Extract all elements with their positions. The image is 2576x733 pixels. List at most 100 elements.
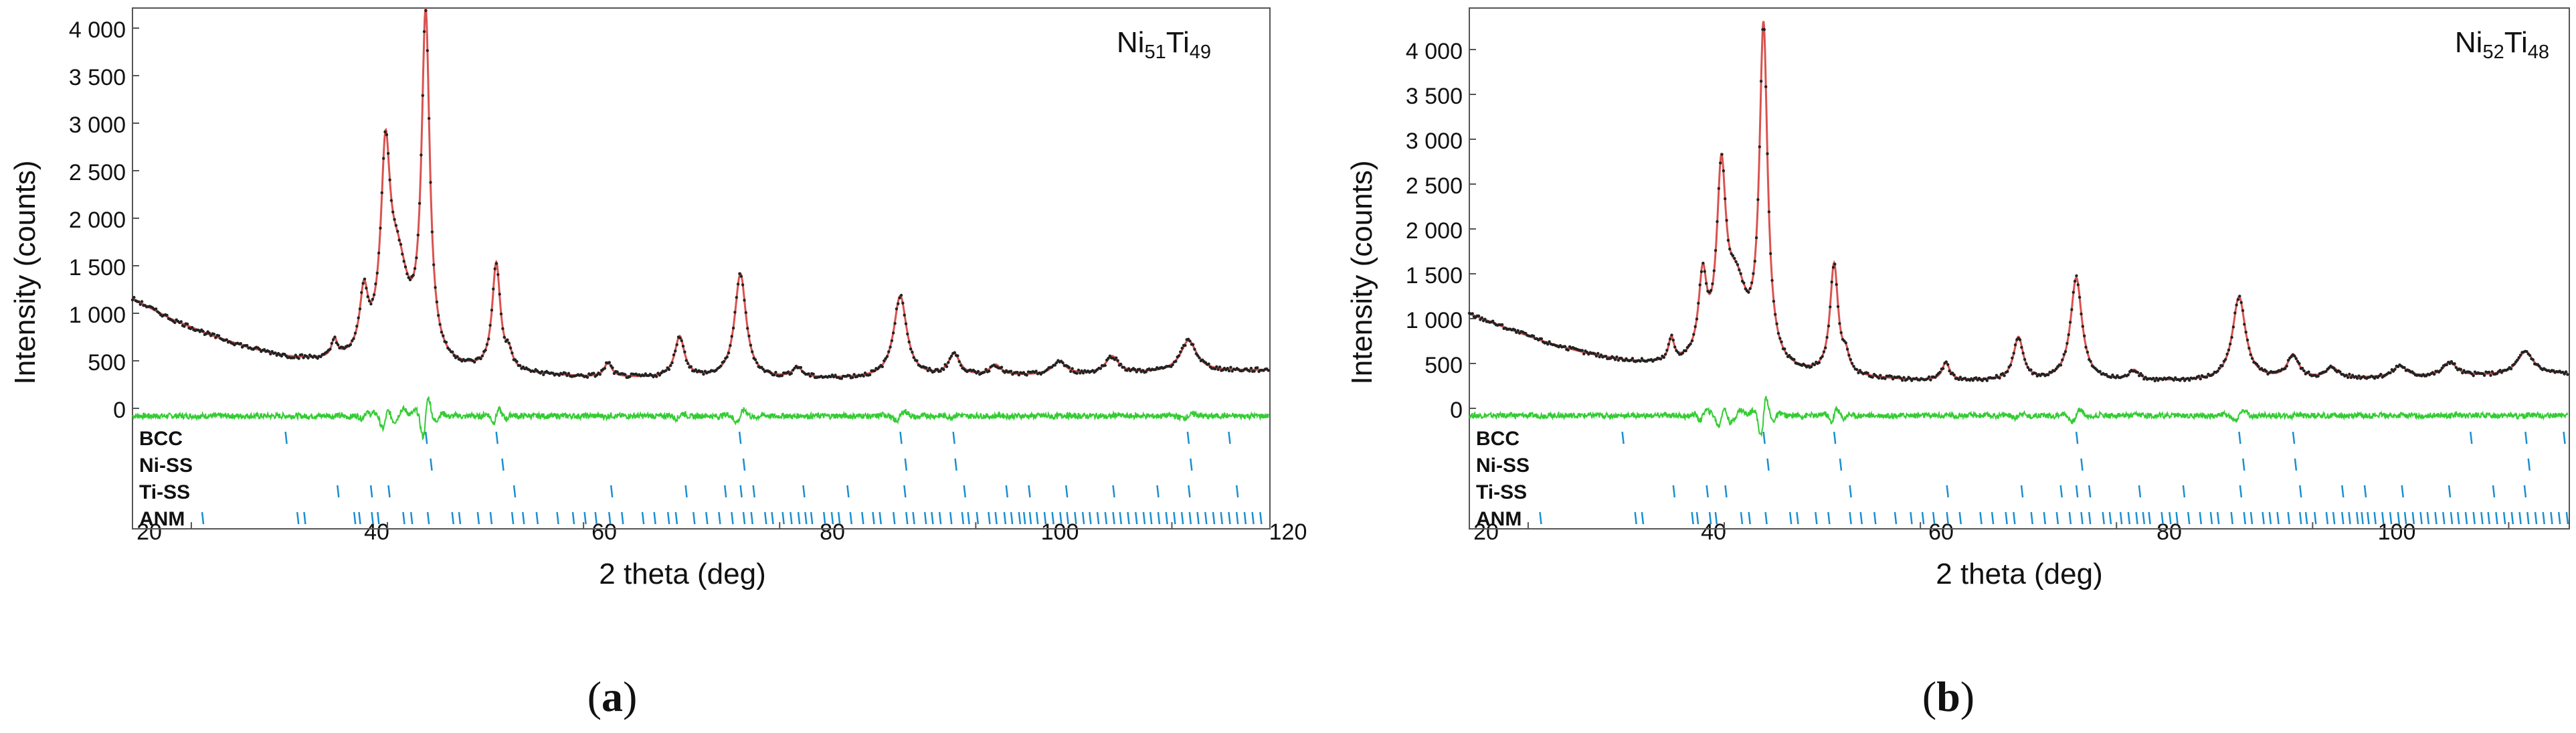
observed-point bbox=[2448, 361, 2452, 365]
observed-point bbox=[391, 210, 395, 214]
observed-point bbox=[1154, 368, 1158, 372]
observed-point bbox=[907, 340, 911, 343]
bragg-markers-ni-ss bbox=[1766, 458, 2531, 471]
observed-point bbox=[1513, 328, 1517, 331]
observed-point bbox=[1516, 329, 1520, 332]
observed-point bbox=[628, 375, 632, 378]
observed-point bbox=[542, 373, 545, 376]
observed-point bbox=[799, 365, 803, 370]
bragg-marker bbox=[739, 485, 743, 498]
observed-point bbox=[928, 366, 931, 370]
bragg-marker bbox=[1894, 511, 1898, 525]
observed-point bbox=[681, 344, 685, 348]
observed-point bbox=[353, 331, 357, 335]
observed-point bbox=[1754, 236, 1758, 240]
observed-point bbox=[367, 299, 371, 303]
bragg-marker bbox=[810, 511, 814, 525]
observed-point bbox=[2181, 376, 2185, 380]
observed-point bbox=[1690, 339, 1694, 343]
bragg-marker bbox=[931, 511, 934, 525]
bragg-marker bbox=[790, 511, 793, 525]
bragg-marker bbox=[2043, 511, 2047, 525]
bragg-marker bbox=[2108, 511, 2112, 525]
observed-point bbox=[1218, 365, 1222, 369]
observed-point bbox=[1883, 377, 1887, 380]
bragg-marker bbox=[2138, 485, 2142, 498]
observed-point bbox=[2461, 371, 2464, 375]
observed-point bbox=[1563, 345, 1567, 348]
observed-point bbox=[2316, 374, 2320, 378]
observed-point bbox=[780, 374, 784, 378]
observed-point bbox=[1728, 247, 1732, 251]
observed-point bbox=[735, 296, 739, 299]
observed-point bbox=[2472, 374, 2475, 378]
observed-point bbox=[892, 331, 895, 335]
observed-point bbox=[741, 283, 745, 287]
observed-point bbox=[2338, 370, 2342, 374]
observed-point bbox=[603, 367, 606, 370]
observed-point bbox=[1071, 367, 1074, 370]
y-tick-label-a: 2 000 bbox=[69, 208, 126, 233]
observed-point bbox=[1717, 187, 1720, 190]
bragg-marker bbox=[2411, 511, 2415, 525]
observed-point bbox=[302, 356, 305, 359]
observed-point bbox=[1958, 376, 1962, 379]
observed-point bbox=[2235, 303, 2238, 307]
x-axis-title-b: 2 theta (deg) bbox=[1936, 558, 2103, 590]
bragg-marker bbox=[641, 511, 645, 525]
bragg-marker bbox=[1204, 511, 1208, 525]
observed-point bbox=[984, 368, 988, 371]
bragg-marker bbox=[296, 511, 300, 525]
observed-point bbox=[1566, 348, 1570, 352]
calculated-curve bbox=[132, 7, 1269, 378]
bragg-marker bbox=[1066, 511, 1069, 525]
bragg-marker bbox=[1672, 485, 1676, 498]
observed-point bbox=[358, 307, 362, 311]
observed-point bbox=[1471, 312, 1474, 315]
observed-point bbox=[438, 323, 442, 326]
observed-point bbox=[506, 338, 509, 341]
observed-point bbox=[1709, 289, 1713, 292]
observed-point bbox=[935, 368, 939, 371]
x-tick-label-a: 120 bbox=[1269, 519, 1307, 545]
observed-point bbox=[884, 357, 887, 360]
bragg-marker bbox=[1764, 511, 1768, 525]
observed-point bbox=[1748, 287, 1752, 291]
observed-point bbox=[1069, 370, 1073, 374]
observed-point bbox=[2136, 371, 2140, 374]
observed-point bbox=[1738, 268, 1741, 272]
observed-point bbox=[658, 374, 662, 377]
observed-point bbox=[1663, 353, 1667, 356]
observed-point bbox=[2528, 353, 2532, 357]
observed-point bbox=[2432, 372, 2436, 376]
observed-point bbox=[686, 361, 690, 365]
observed-point bbox=[1759, 80, 1763, 83]
observed-point bbox=[1774, 313, 1777, 316]
observed-point bbox=[207, 331, 211, 335]
bragg-marker bbox=[1921, 511, 1925, 525]
observed-point bbox=[183, 325, 186, 328]
bragg-marker bbox=[2199, 511, 2203, 525]
bragg-marker bbox=[1839, 458, 1843, 471]
observed-point bbox=[2249, 353, 2252, 356]
bragg-marker bbox=[1251, 511, 1255, 525]
observed-point bbox=[1483, 317, 1487, 321]
observed-point bbox=[1025, 374, 1028, 377]
observed-point bbox=[1736, 263, 1740, 266]
observed-point bbox=[1929, 378, 1932, 382]
observed-point bbox=[1733, 256, 1736, 260]
observed-point bbox=[1711, 282, 1714, 286]
observed-point bbox=[1847, 353, 1851, 357]
observed-point bbox=[1191, 343, 1195, 346]
observed-point bbox=[730, 335, 733, 338]
observed-point bbox=[1594, 354, 1598, 358]
x-tick-label-a: 100 bbox=[1041, 519, 1079, 545]
bragg-marker bbox=[923, 511, 927, 525]
observed-point bbox=[349, 343, 353, 347]
observed-point bbox=[494, 262, 498, 265]
observed-point bbox=[396, 230, 399, 233]
observed-point bbox=[1776, 331, 1780, 335]
observed-point bbox=[852, 373, 856, 376]
x-tick-label-a: 60 bbox=[591, 519, 617, 545]
observed-point bbox=[2025, 362, 2028, 365]
